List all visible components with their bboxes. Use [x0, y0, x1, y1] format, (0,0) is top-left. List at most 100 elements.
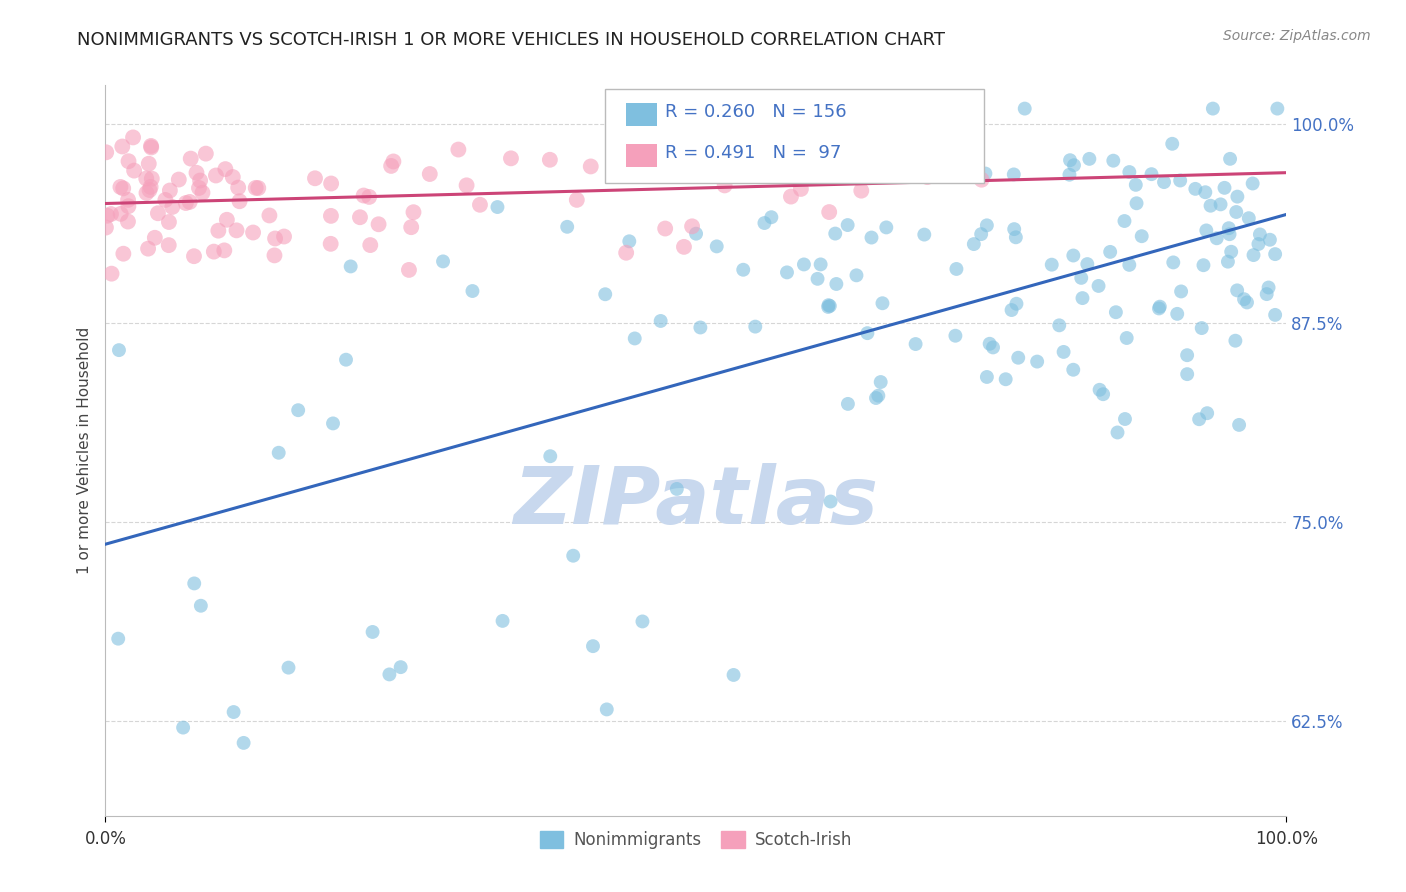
Point — [1002, 168, 1025, 182]
Point — [754, 216, 776, 230]
Point — [868, 389, 890, 403]
Point — [1115, 331, 1137, 345]
Point — [1227, 417, 1250, 432]
Point — [263, 248, 285, 262]
Point — [1114, 214, 1136, 228]
Point — [582, 639, 605, 653]
Point — [1161, 255, 1184, 269]
Point — [790, 182, 813, 196]
Point — [190, 599, 212, 613]
Point — [319, 209, 342, 223]
Text: R = 0.260   N = 156: R = 0.260 N = 156 — [665, 103, 846, 120]
Point — [994, 372, 1017, 386]
Point — [335, 352, 357, 367]
Point — [710, 164, 733, 178]
Point — [419, 167, 441, 181]
Point — [167, 172, 190, 186]
Point — [157, 238, 180, 252]
Point — [382, 154, 405, 169]
Point — [837, 397, 859, 411]
Point — [1197, 406, 1219, 420]
Point — [1175, 348, 1198, 362]
Point — [695, 145, 717, 159]
Point — [654, 221, 676, 235]
Point — [976, 370, 998, 384]
Point — [912, 227, 935, 242]
Point — [322, 417, 344, 431]
Point — [1175, 367, 1198, 381]
Point — [1218, 227, 1240, 242]
Point — [141, 171, 163, 186]
Point — [917, 170, 939, 185]
Point — [1226, 189, 1249, 203]
Point — [228, 194, 250, 209]
Point — [96, 145, 118, 160]
Point — [1062, 248, 1084, 262]
Point — [139, 180, 162, 194]
Point — [904, 337, 927, 351]
Y-axis label: 1 or more Vehicles in Household: 1 or more Vehicles in Household — [77, 326, 93, 574]
Point — [1076, 257, 1098, 271]
Point — [491, 614, 513, 628]
Point — [162, 200, 184, 214]
Point — [860, 230, 883, 244]
Point — [970, 227, 993, 241]
Point — [1219, 152, 1241, 166]
Point — [242, 226, 264, 240]
Point — [780, 189, 803, 203]
Point — [869, 375, 891, 389]
Point — [499, 152, 522, 166]
Point — [1191, 321, 1213, 335]
Point — [1125, 196, 1147, 211]
Point — [1256, 287, 1278, 301]
Point — [1125, 178, 1147, 192]
Point — [672, 240, 695, 254]
Point — [1040, 258, 1063, 272]
Point — [378, 667, 401, 681]
Point — [349, 211, 371, 225]
Point — [845, 268, 868, 283]
Point — [806, 272, 828, 286]
Point — [1241, 177, 1264, 191]
Point — [761, 211, 783, 225]
Point — [565, 193, 588, 207]
Point — [100, 207, 122, 221]
Point — [1226, 284, 1249, 298]
Point — [111, 139, 134, 153]
Point — [945, 328, 967, 343]
Point — [945, 262, 967, 277]
Point — [94, 220, 117, 235]
Point — [287, 403, 309, 417]
Point — [205, 169, 228, 183]
Point — [353, 188, 375, 202]
Point — [1236, 295, 1258, 310]
Point — [818, 205, 841, 219]
Point — [172, 721, 194, 735]
Point — [188, 173, 211, 187]
Point — [1257, 280, 1279, 294]
Point — [1102, 153, 1125, 168]
Point — [222, 705, 245, 719]
Point — [456, 178, 478, 193]
Point — [100, 267, 122, 281]
Point — [117, 154, 139, 169]
Point — [637, 103, 659, 117]
Point — [1192, 258, 1215, 272]
Point — [1052, 345, 1074, 359]
Point — [810, 257, 832, 271]
Point — [361, 624, 384, 639]
Point — [112, 246, 135, 260]
Point — [183, 576, 205, 591]
Point — [108, 343, 131, 358]
Point — [1216, 254, 1239, 268]
Point — [1237, 211, 1260, 226]
Point — [1147, 301, 1170, 316]
Point — [1118, 258, 1140, 272]
Point — [117, 193, 139, 207]
Point — [562, 549, 585, 563]
Point — [1225, 205, 1247, 219]
Point — [191, 186, 214, 200]
Point — [1258, 233, 1281, 247]
Point — [1213, 181, 1236, 195]
Point — [135, 186, 157, 200]
